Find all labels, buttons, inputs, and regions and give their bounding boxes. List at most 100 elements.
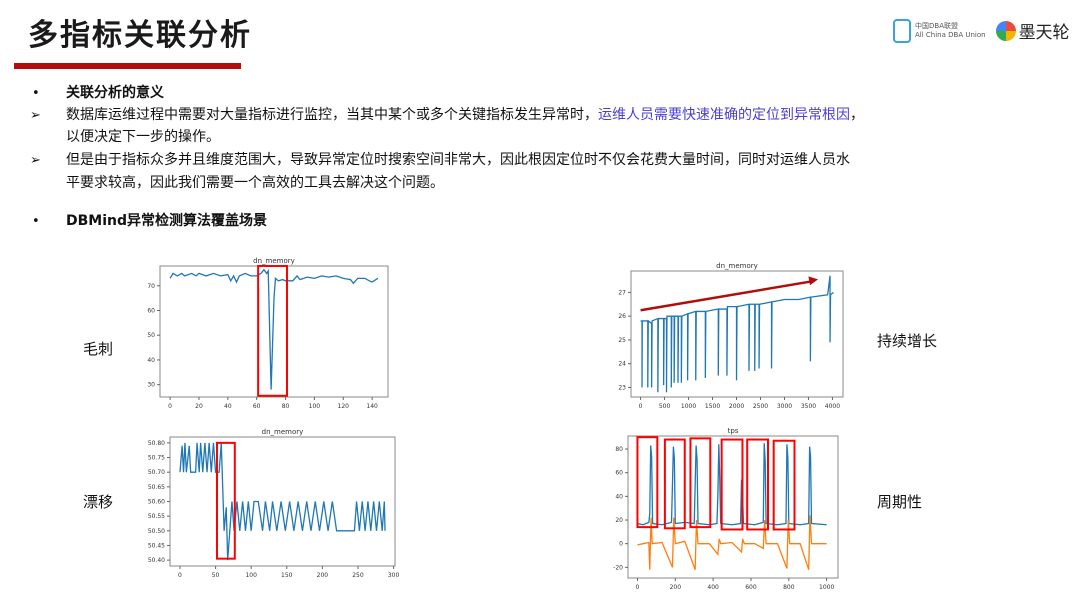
chart-label-spike: 毛刺 (83, 340, 114, 358)
dba-union-logo: 中国DBA联盟 All China DBA Union (893, 18, 986, 43)
title-accent-bar (14, 63, 241, 69)
anomaly-highlight-box (720, 438, 744, 531)
series-line-0 (637, 443, 827, 526)
x-tick-label: 20 (195, 403, 203, 410)
chart-label-drift: 漂移 (83, 493, 114, 511)
plot-frame (159, 265, 389, 398)
motianlun-logo-icon (995, 20, 1016, 41)
x-tick-label: 600 (745, 584, 757, 591)
x-tick-label: 400 (707, 584, 719, 591)
y-tick-label: 26 (618, 313, 626, 320)
y-tick-label: 40 (615, 493, 623, 500)
anomaly-highlight-box (636, 436, 659, 529)
x-tick-label: 250 (352, 572, 364, 579)
x-tick-label: 200 (670, 584, 682, 591)
chart-title: dn_memory (253, 257, 295, 265)
y-tick-label: 60 (147, 307, 155, 314)
x-tick-label: 800 (783, 584, 795, 591)
paragraph-2-line-1: 但是由于指标众多并且维度范围大，导致异常定位时搜索空间非常大，因此根因定位时不仅… (66, 152, 850, 168)
series-line-0 (169, 268, 379, 390)
x-tick-label: 60 (253, 403, 261, 410)
x-tick-label: 1000 (819, 584, 834, 591)
y-tick-label: 50 (147, 332, 155, 339)
chart-title: dn_memory (262, 428, 304, 436)
x-tick-label: 80 (282, 403, 290, 410)
y-tick-label: 40 (147, 357, 155, 364)
chart-label-periodic: 周期性 (877, 493, 923, 511)
section2-heading: DBMind异常检测算法覆盖场景 (66, 213, 268, 229)
anomaly-highlight-box (257, 265, 288, 397)
anomaly-highlight-box (215, 441, 236, 560)
dba-union-logo-text: 中国DBA联盟 (915, 21, 958, 30)
bullet-dot: • (32, 214, 40, 229)
motianlun-logo: 墨天轮 (995, 18, 1070, 43)
y-tick-label: 25 (618, 337, 626, 344)
trend-arrow-shaft (640, 280, 813, 312)
y-tick-label: 24 (618, 361, 626, 368)
bullet-dot: • (32, 86, 40, 101)
y-tick-label: 50.50 (148, 528, 165, 535)
x-tick-label: 40 (224, 403, 232, 410)
y-tick-label: 60 (615, 470, 623, 477)
y-tick-label: 20 (615, 517, 623, 524)
arrow-bullet-icon: ➢ (30, 153, 41, 168)
dba-union-logo-subtext: All China DBA Union (915, 30, 986, 39)
x-tick-label: 500 (659, 403, 671, 410)
logos: 中国DBA联盟 All China DBA Union 墨天轮 (893, 18, 1070, 43)
x-tick-label: 0 (636, 584, 640, 591)
x-tick-label: 100 (245, 572, 257, 579)
x-tick-label: 100 (309, 403, 321, 410)
y-tick-label: 50.55 (148, 513, 165, 520)
paragraph-1-punct: ， (850, 107, 864, 123)
x-tick-label: 300 (388, 572, 400, 579)
anomaly-highlight-box (746, 438, 770, 531)
trend-arrow-head-icon (808, 276, 819, 286)
y-tick-label: 80 (615, 446, 623, 453)
y-tick-label: 50.80 (148, 440, 165, 447)
x-tick-label: 2000 (729, 403, 744, 410)
y-tick-label: 23 (618, 384, 626, 391)
anomaly-highlight-box (663, 438, 686, 530)
y-tick-label: 27 (618, 289, 626, 296)
page-title: 多指标关联分析 (28, 18, 252, 53)
x-tick-label: 2500 (753, 403, 768, 410)
y-tick-label: 0 (619, 541, 623, 548)
y-tick-label: -20 (613, 564, 623, 571)
paragraph-1-line-1: 数据库运维过程中需要对大量指标进行监控，当其中某个或多个关键指标发生异常时，运维… (66, 104, 864, 126)
x-tick-label: 140 (366, 403, 378, 410)
x-tick-label: 1500 (705, 403, 720, 410)
paragraph-1-line-2: 以便决定下一步的操作。 (66, 129, 220, 145)
arrow-bullet-icon: ➢ (30, 108, 41, 123)
paragraph-2-line-2: 平要求较高，因此我们需要一个高效的工具去解决这个问题。 (66, 175, 444, 191)
y-tick-label: 50.40 (148, 557, 165, 564)
series-line-0 (640, 275, 834, 393)
y-tick-label: 70 (147, 283, 155, 290)
section1-heading: 关联分析的意义 (66, 85, 164, 101)
chart-title: dn_memory (716, 262, 758, 270)
x-tick-label: 200 (317, 572, 329, 579)
y-tick-label: 50.45 (148, 542, 165, 549)
series-line-1 (637, 515, 827, 570)
y-tick-label: 50.60 (148, 499, 165, 506)
x-tick-label: 3000 (777, 403, 792, 410)
x-tick-label: 0 (168, 403, 172, 410)
motianlun-logo-text: 墨天轮 (1018, 23, 1070, 43)
x-tick-label: 0 (178, 572, 182, 579)
dba-union-logo-icon (893, 18, 911, 43)
x-tick-label: 3500 (801, 403, 816, 410)
x-tick-label: 120 (338, 403, 350, 410)
plot-frame (627, 435, 839, 579)
x-tick-label: 50 (212, 572, 220, 579)
anomaly-highlight-box (772, 439, 796, 531)
paragraph-1-text: 数据库运维过程中需要对大量指标进行监控，当其中某个或多个关键指标发生异常时， (66, 107, 598, 123)
x-tick-label: 4000 (825, 403, 840, 410)
series-line-0 (179, 442, 386, 561)
x-tick-label: 0 (639, 403, 643, 410)
y-tick-label: 50.65 (148, 484, 165, 491)
x-tick-label: 150 (281, 572, 293, 579)
y-tick-label: 30 (147, 382, 155, 389)
paragraph-1-highlight: 运维人员需要快速准确的定位到异常根因 (598, 107, 850, 123)
